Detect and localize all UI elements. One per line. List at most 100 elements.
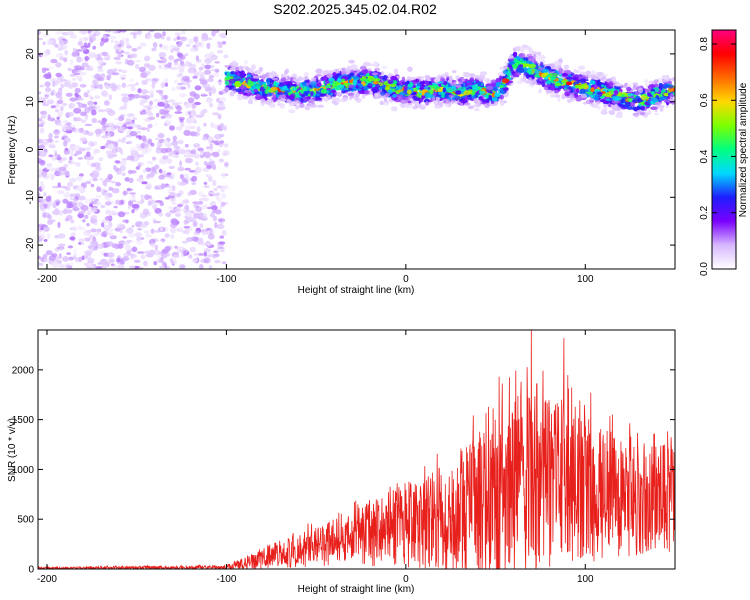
noise-cell [100, 258, 108, 265]
noise-cell [144, 211, 152, 217]
signal-cell [612, 76, 616, 82]
snr-series-line [38, 330, 675, 569]
signal-cell [617, 103, 624, 107]
noise-cell [122, 37, 126, 43]
signal-cell [412, 91, 417, 95]
noise-cell [179, 174, 184, 180]
noise-cell [74, 93, 80, 98]
noise-cell [106, 241, 114, 247]
noise-cell [70, 219, 75, 224]
signal-cell [514, 72, 522, 76]
noise-cell [164, 233, 170, 239]
signal-cell [647, 93, 653, 97]
signal-cell [463, 90, 471, 96]
noise-cell [174, 208, 180, 212]
noise-cell [97, 109, 106, 113]
noise-cell [68, 83, 74, 90]
noise-cell [135, 82, 139, 86]
noise-cell [125, 37, 130, 43]
noise-cell [207, 174, 212, 177]
noise-cell [203, 185, 210, 189]
noise-cell [147, 32, 151, 36]
noise-cell [179, 264, 186, 269]
noise-cell [76, 56, 82, 63]
signal-cell [309, 81, 317, 87]
noise-cell [173, 62, 179, 66]
noise-cell [86, 90, 91, 94]
noise-cell [170, 173, 175, 180]
noise-cell [81, 130, 88, 136]
noise-cell [91, 117, 97, 123]
noise-cell [153, 220, 162, 224]
noise-cell [117, 263, 125, 269]
noise-cell [164, 82, 168, 87]
noise-cell [138, 66, 147, 73]
noise-cell [133, 94, 141, 99]
noise-cell [181, 75, 190, 82]
signal-cell [530, 51, 539, 56]
noise-cell [135, 221, 144, 225]
spectrogram-xtick-label: 0 [403, 274, 409, 285]
noise-cell [136, 147, 142, 151]
noise-cell [72, 47, 77, 54]
noise-cell [140, 199, 144, 205]
signal-cell [490, 100, 495, 104]
signal-cell [448, 75, 453, 82]
noise-cell [93, 101, 98, 105]
signal-cell [255, 83, 261, 89]
noise-cell [52, 185, 59, 189]
colorbar-tick-label: 0.8 [699, 37, 710, 51]
noise-cell [47, 172, 52, 177]
signal-cell [534, 69, 540, 75]
noise-cell [212, 72, 220, 77]
noise-cell [174, 79, 178, 84]
noise-cell [128, 169, 132, 175]
noise-cell [90, 240, 98, 246]
signal-cell [462, 71, 469, 78]
noise-cell [203, 122, 207, 127]
signal-cell [300, 97, 304, 103]
signal-cell [634, 114, 639, 118]
noise-cell [54, 45, 59, 48]
noise-cell [160, 238, 166, 242]
signal-cell [488, 94, 492, 100]
noise-cell [152, 78, 157, 82]
noise-cell [155, 112, 160, 118]
noise-cell [221, 185, 229, 190]
noise-cell [209, 158, 213, 162]
noise-cell [87, 30, 92, 34]
noise-cell [223, 143, 229, 148]
noise-cell [78, 102, 84, 109]
noise-cell [203, 85, 210, 89]
noise-cell [59, 185, 68, 189]
noise-cell [188, 254, 193, 259]
noise-cell [96, 105, 101, 111]
noise-cell [133, 259, 141, 263]
noise-cell [62, 120, 69, 124]
signal-cell [319, 93, 326, 97]
noise-cell [58, 172, 65, 176]
noise-cell [214, 222, 218, 229]
signal-cell [343, 83, 349, 86]
signal-cell [310, 99, 315, 104]
signal-cell [553, 89, 560, 94]
noise-cell [212, 151, 220, 158]
noise-cell [168, 106, 174, 110]
signal-cell [558, 85, 563, 90]
noise-cell [68, 103, 76, 109]
noise-cell [217, 148, 221, 153]
signal-cell [361, 94, 366, 99]
signal-cell [230, 71, 236, 75]
noise-cell [95, 128, 103, 135]
noise-cell [93, 245, 99, 251]
snr-ytick-label: 0 [28, 565, 34, 576]
signal-cell [473, 98, 479, 104]
noise-cell [214, 209, 222, 215]
noise-cell [69, 236, 76, 241]
signal-cell [457, 78, 462, 82]
noise-cell [185, 151, 190, 157]
signal-cell [372, 88, 378, 94]
snr-xtick-label: 0 [403, 574, 409, 585]
signal-cell [432, 100, 438, 104]
